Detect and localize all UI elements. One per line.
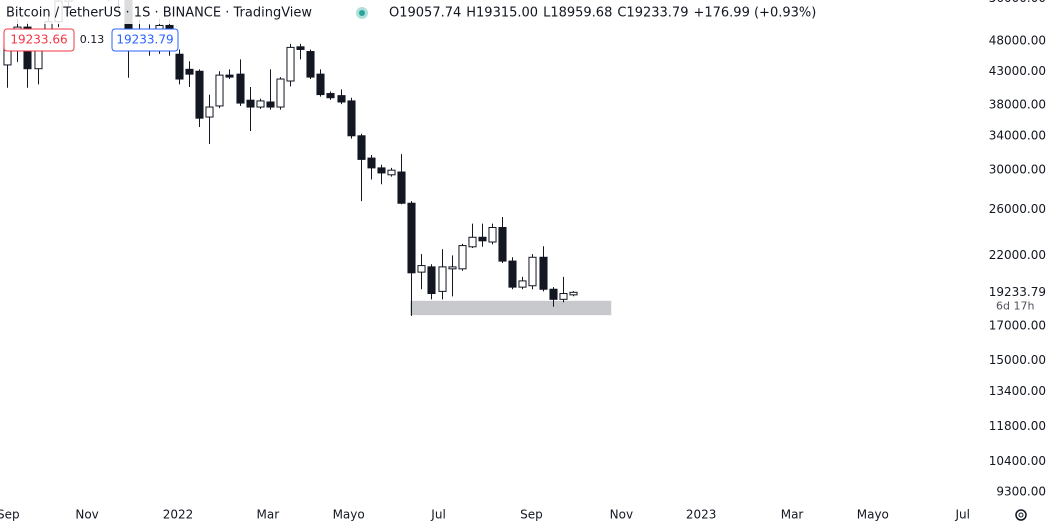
legend-item: L18959.68 [543, 6, 612, 21]
candle-body [417, 265, 426, 273]
candle-body [286, 46, 295, 82]
legend-item: H19315.00 [466, 6, 538, 21]
y-tick-label: 13400.00 [989, 384, 1046, 398]
candle-body [337, 95, 346, 103]
plot-area [3, 0, 612, 316]
candle-body [377, 167, 386, 174]
candle-body [387, 169, 396, 176]
candle-body [215, 74, 224, 107]
candle-body [225, 74, 234, 78]
candle-body [528, 256, 537, 287]
candle-body [326, 93, 335, 99]
candle-body [266, 101, 275, 108]
countdown: 6d 17h [996, 299, 1034, 312]
buy-price: 19233.79 [116, 33, 173, 47]
sell-price: 19233.66 [10, 33, 67, 47]
y-tick-label: 38000.00 [989, 98, 1046, 112]
y-tick-label: 10400.00 [989, 454, 1046, 468]
x-tick-label: Nov [75, 508, 98, 522]
candle-body [316, 73, 325, 96]
y-tick-label: 17000.00 [989, 319, 1046, 333]
x-tick-label: Mar [257, 508, 280, 522]
x-tick-label: Mayo [333, 508, 365, 522]
candle-body [478, 236, 487, 242]
candle-body [256, 100, 265, 108]
candle-body [175, 53, 184, 80]
x-tick-label: Mayo [857, 508, 889, 522]
candle-body [569, 291, 578, 296]
candle-body [195, 70, 204, 119]
ohlc-legend: O19057.74 H19315.00 L18959.68 C19233.79 +176… [389, 6, 816, 21]
x-tick-label: Nov [610, 508, 633, 522]
chart-title: Bitcoin / TetherUS · 1S · BINANCE · Trad… [6, 6, 312, 21]
x-tick-label: Sep [520, 508, 543, 522]
y-tick-label: 22000.00 [989, 248, 1046, 262]
candle-body [448, 266, 457, 270]
candle-body [438, 266, 447, 292]
candle-body [559, 293, 568, 300]
candle-body [539, 256, 548, 290]
settings-icon[interactable] [1015, 509, 1027, 521]
y-tick-label: 34000.00 [989, 128, 1046, 142]
candle-body [185, 68, 194, 75]
candle-body [498, 227, 507, 262]
status-dot-core [359, 10, 365, 16]
legend-item: O19057.74 [389, 6, 461, 21]
candle-body [296, 46, 305, 50]
y-tick-label: 15000.00 [989, 353, 1046, 367]
candle-body [205, 106, 214, 118]
candle-body [458, 245, 467, 270]
candle-body [367, 157, 376, 169]
candle-body [397, 171, 406, 204]
candle-body [549, 288, 558, 300]
x-tick-label: 2022 [163, 508, 194, 522]
x-tick-label: Jul [430, 508, 445, 522]
candle-body [488, 227, 497, 243]
x-tick-label: 2023 [686, 508, 717, 522]
candle-body [427, 266, 436, 295]
y-tick-label: 26000.00 [989, 202, 1046, 216]
spread: 0.13 [80, 33, 105, 46]
candle-body [357, 135, 366, 160]
candle-body [518, 280, 527, 288]
y-tick-label: 30000.00 [989, 163, 1046, 177]
buy-button[interactable] [111, 28, 179, 52]
y-tick-label: 48000.00 [989, 34, 1046, 48]
y-tick-label: 43000.00 [989, 64, 1046, 78]
y-tick-label: 11800.00 [989, 419, 1046, 433]
candle-body [347, 100, 356, 137]
price-zone [410, 300, 612, 316]
x-tick-label: Sep [0, 508, 20, 522]
last-price-label: 19233.79 [989, 285, 1046, 299]
x-tick-label: Mar [781, 508, 804, 522]
candle-body [236, 73, 245, 104]
candle-body [246, 99, 255, 108]
y-tick-label: 56000.00 [989, 0, 1046, 5]
legend-item: C19233.79 [617, 6, 688, 21]
x-tick-label: Jul [954, 508, 969, 522]
candle-body [407, 202, 416, 274]
candle-body [276, 78, 285, 108]
candle-body [508, 260, 517, 288]
candle-body [306, 51, 315, 78]
y-tick-label: 9300.00 [996, 484, 1046, 498]
header-bg [0, 0, 1055, 24]
legend-item: +176.99 (+0.93%) [693, 6, 816, 21]
sell-button[interactable] [3, 28, 75, 52]
candle-body [468, 236, 477, 248]
